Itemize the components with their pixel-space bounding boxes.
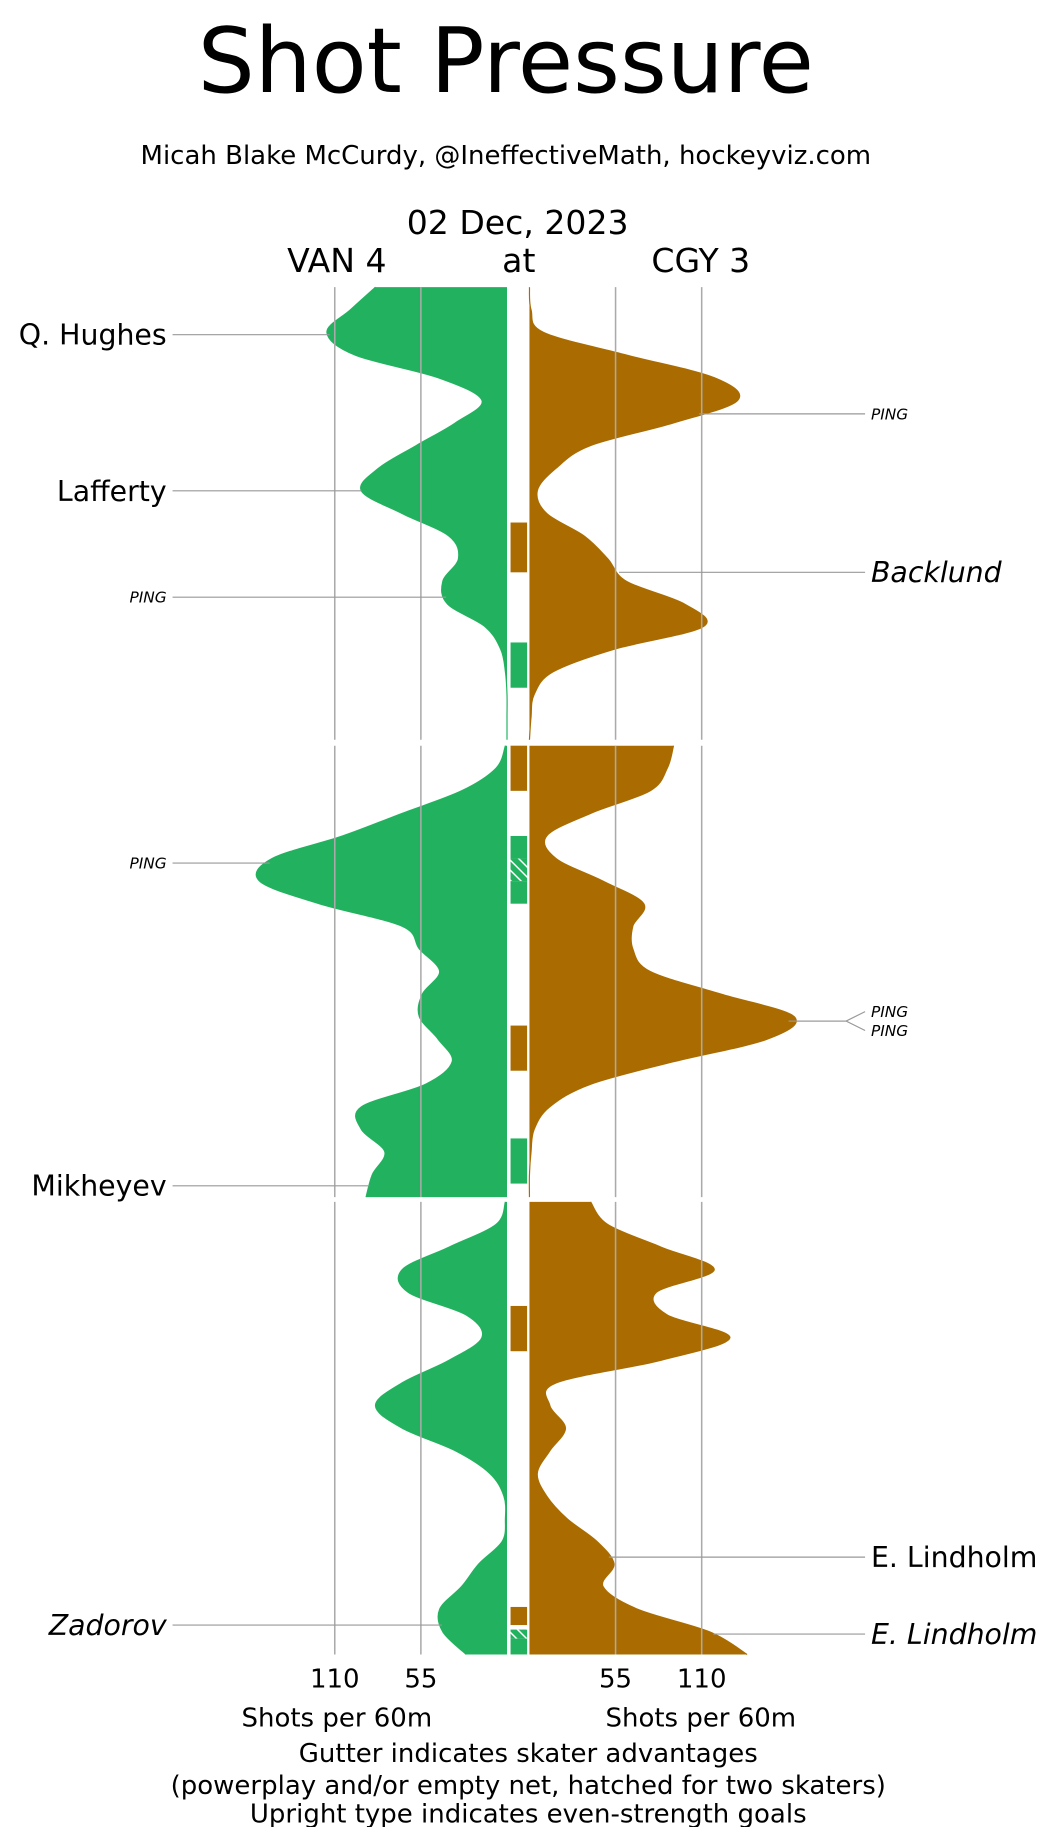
x-tick-label: 110 — [677, 1665, 727, 1695]
pressure-curve — [528, 287, 741, 740]
gutter-marker — [510, 881, 528, 904]
gutter-marker — [510, 1305, 528, 1352]
pressure-curve — [374, 1201, 507, 1655]
goal-label: Backlund — [871, 556, 1003, 589]
goal-label: PING — [871, 1003, 908, 1021]
footnote: Upright type indicates even-strength goa… — [250, 1799, 807, 1827]
footnote: (powerplay and/or empty net, hatched for… — [171, 1771, 886, 1801]
team-left: VAN 4 — [287, 241, 386, 280]
game-date: 02 Dec, 2023 — [407, 203, 629, 242]
gutter-marker — [510, 1138, 528, 1184]
gutter-marker — [510, 1606, 528, 1626]
separator: at — [502, 241, 535, 280]
gutter-marker — [510, 1638, 528, 1655]
area-fill — [529, 745, 797, 1198]
gutter-marker — [510, 835, 528, 859]
goal-label: Lafferty — [57, 475, 167, 508]
goal-label: PING — [871, 405, 908, 423]
x-axis-label: Shots per 60m — [605, 1704, 796, 1734]
goal-label: PING — [871, 1022, 908, 1040]
goal-label: PING — [129, 854, 166, 872]
chart-title: Shot Pressure — [198, 10, 814, 114]
subtitle: Micah Blake McCurdy, @IneffectiveMath, h… — [141, 141, 872, 171]
goal-label: Zadorov — [48, 1609, 168, 1642]
area-fill — [375, 1201, 508, 1655]
area-fill — [529, 1201, 748, 1655]
goal-label: E. Lindholm — [871, 1541, 1037, 1574]
goal-label: E. Lindholm — [871, 1618, 1037, 1651]
team-right: CGY 3 — [651, 241, 750, 280]
goal-label: Q. Hughes — [19, 319, 167, 352]
x-tick-label: 110 — [310, 1665, 360, 1695]
x-tick-label: 55 — [404, 1665, 437, 1695]
gutter-marker — [510, 1025, 528, 1071]
gutter-marker — [510, 522, 528, 573]
area-fill — [326, 287, 508, 740]
x-tick-label: 55 — [599, 1665, 632, 1695]
gutter-hatch — [510, 858, 528, 882]
goal-label: PING — [129, 589, 166, 607]
pressure-curve — [255, 745, 506, 1198]
area-fill — [256, 745, 508, 1198]
goal-leader — [788, 1011, 866, 1022]
goal-leader — [788, 1020, 866, 1032]
gutter-marker — [510, 745, 528, 791]
footnote: Gutter indicates skater advantages — [299, 1739, 758, 1769]
goal-label: Mikheyev — [31, 1170, 166, 1203]
pressure-curve — [536, 1201, 748, 1655]
gutter-hatch — [510, 1629, 528, 1639]
pressure-curve — [528, 745, 797, 1198]
area-fill — [529, 287, 740, 740]
x-axis-label: Shots per 60m — [241, 1704, 432, 1734]
gutter-marker — [510, 642, 528, 688]
pressure-curve — [326, 286, 508, 740]
